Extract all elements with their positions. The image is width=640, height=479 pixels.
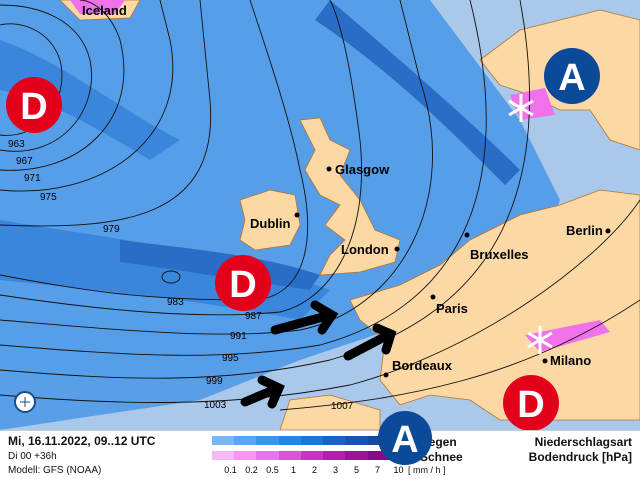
weather-map: 963 967 971 975 979 983 987 991 995 999 … bbox=[0, 0, 640, 430]
rain-color-swatch bbox=[212, 436, 235, 445]
isobar-label: 999 bbox=[206, 376, 223, 387]
high-pressure-symbol: A bbox=[378, 411, 432, 465]
label-iceland: Iceland bbox=[82, 3, 127, 18]
rain-color-swatch bbox=[278, 436, 301, 445]
snow-color-swatch bbox=[345, 451, 368, 460]
city-bruxelles: Bruxelles bbox=[470, 247, 529, 262]
wind-arrows bbox=[240, 300, 397, 409]
snow-color-swatch bbox=[234, 451, 257, 460]
legend-title-type: Niederschlagsart bbox=[534, 435, 632, 449]
svg-text:D: D bbox=[517, 384, 544, 426]
scale-tick: 2 bbox=[311, 465, 317, 475]
low-pressure-symbol bbox=[215, 255, 271, 311]
scale-tick: 0.5 bbox=[266, 465, 279, 475]
city-dublin: Dublin bbox=[250, 216, 290, 231]
city-glasgow: Glasgow bbox=[335, 162, 390, 177]
snow-color-swatch bbox=[300, 451, 324, 460]
snow-label: Schnee bbox=[420, 450, 463, 464]
svg-text:A: A bbox=[391, 419, 418, 461]
high-pressure-symbol bbox=[544, 48, 600, 104]
isobar-label: 1007 bbox=[331, 401, 354, 412]
city-berlin: Berlin bbox=[566, 223, 603, 238]
scale-tick: 1 bbox=[290, 465, 296, 475]
legend: Mi, 16.11.2022, 09..12 UTC Di 00 +36h Mo… bbox=[0, 430, 640, 479]
forecast-run: Di 00 +36h bbox=[8, 451, 57, 462]
low-pressure-symbol bbox=[6, 77, 62, 133]
legend-title-pressure: Bodendruck [hPa] bbox=[528, 450, 632, 464]
scale-tick: 10 bbox=[393, 465, 404, 475]
cities: Iceland Glasgow Dublin London Bruxelles … bbox=[82, 3, 611, 378]
snow-color-swatch bbox=[256, 451, 279, 460]
rain-color-swatch bbox=[256, 436, 279, 445]
city-bordeaux: Bordeaux bbox=[392, 358, 453, 373]
city-london: London bbox=[341, 242, 389, 257]
rain-color-swatch bbox=[300, 436, 324, 445]
snow-color-swatch bbox=[278, 451, 301, 460]
city-milano: Milano bbox=[550, 353, 591, 368]
rain-color-swatch bbox=[234, 436, 257, 445]
snow-color-swatch bbox=[212, 451, 235, 460]
forecast-date: Mi, 16.11.2022, 09..12 UTC bbox=[8, 434, 156, 448]
svg-text:D: D bbox=[229, 264, 256, 306]
isobar-label: 995 bbox=[222, 353, 239, 364]
pressure-centers: D D D A bbox=[6, 48, 600, 430]
scale-ticks: 0.1 0.2 0.5 1 2 3 5 7 10 bbox=[220, 465, 409, 475]
unit-label: [ mm / h ] bbox=[408, 465, 446, 475]
isobar-label: 983 bbox=[167, 297, 184, 308]
rain-color-swatch bbox=[345, 436, 368, 445]
isobar-label: 979 bbox=[103, 224, 120, 235]
isobar-labels: 963 967 971 975 979 983 987 991 995 999 … bbox=[8, 139, 354, 412]
isobar-label: 963 bbox=[8, 139, 25, 150]
snow-color-swatch bbox=[323, 451, 346, 460]
scale-tick: 7 bbox=[374, 465, 380, 475]
isobar-label: 971 bbox=[24, 173, 41, 184]
isobar-label: 975 bbox=[40, 192, 57, 203]
svg-text:D: D bbox=[20, 86, 47, 128]
isobar-label: 987 bbox=[245, 311, 262, 322]
model-name: Modell: GFS (NOAA) bbox=[8, 465, 102, 476]
scale-tick: 0.1 bbox=[224, 465, 237, 475]
rain-color-swatch bbox=[323, 436, 346, 445]
isobar-label: 1003 bbox=[204, 400, 227, 411]
scale-tick: 3 bbox=[332, 465, 338, 475]
isobar-label: 991 bbox=[230, 331, 247, 342]
svg-text:A: A bbox=[558, 57, 585, 99]
isobar-label: 967 bbox=[16, 156, 33, 167]
scale-tick: 5 bbox=[353, 465, 359, 475]
snow-color-swatch bbox=[367, 451, 390, 460]
compass-icon bbox=[14, 391, 36, 413]
isobars bbox=[0, 0, 640, 411]
snow-stars bbox=[508, 94, 553, 354]
scale-tick: 0.2 bbox=[245, 465, 258, 475]
low-pressure-symbol bbox=[503, 375, 559, 430]
city-paris: Paris bbox=[436, 301, 468, 316]
